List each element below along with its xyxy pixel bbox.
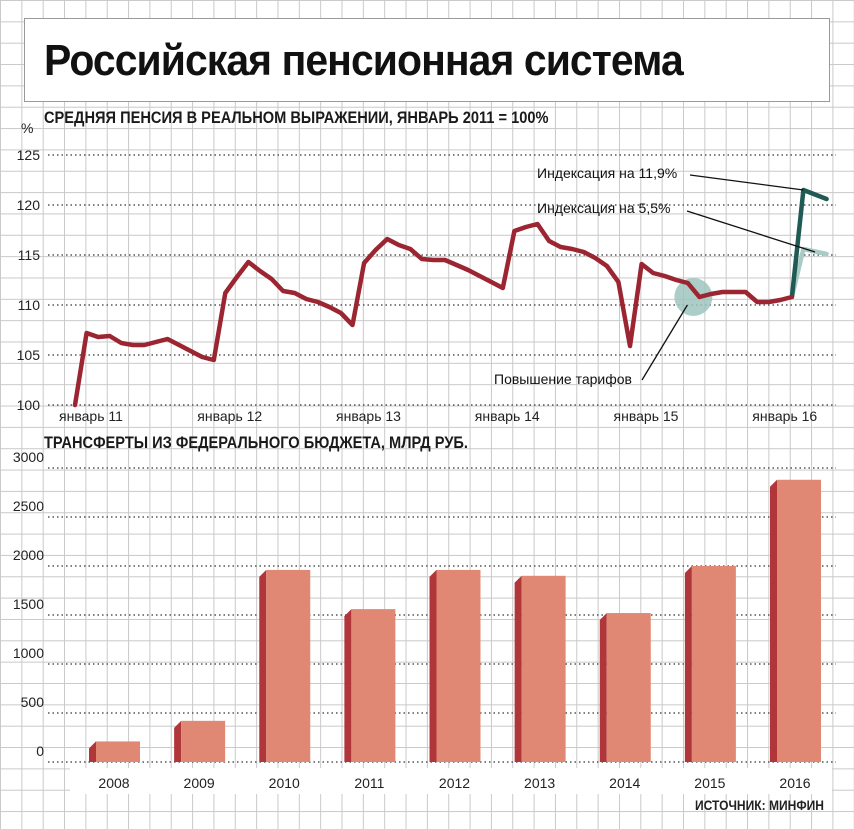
annotation-tariff-increase: Повышение тарифов bbox=[494, 371, 632, 387]
bar-2009 bbox=[181, 720, 226, 762]
line-chart-xtick-label: январь 15 bbox=[614, 408, 679, 424]
annotation-indexation-11-9: Индексация на 11,9% bbox=[537, 165, 677, 181]
line-chart-ylabel: % bbox=[21, 120, 33, 136]
pension-line-chart: 100 105 110 115 120 125% январь 11 январь 12 янв… bbox=[17, 120, 836, 424]
bar-chart-category-label: 2008 bbox=[98, 775, 129, 791]
line-chart-ytick-label: 120 bbox=[17, 197, 41, 213]
line-chart-ytick-label: 110 bbox=[18, 297, 41, 313]
line-chart-xtick-label: январь 14 bbox=[475, 408, 540, 424]
line-chart-xtick-label: январь 11 bbox=[59, 408, 123, 424]
annotation-leader-line bbox=[641, 304, 688, 381]
bar-chart-category-label: 2010 bbox=[269, 775, 300, 791]
line-chart-xtick-label: январь 12 bbox=[197, 408, 262, 424]
bar-chart-category-label: 2011 bbox=[354, 775, 384, 791]
bar-chart-category-label: 2013 bbox=[524, 775, 555, 791]
bar-side-face bbox=[174, 720, 182, 762]
line-chart-ytick-label: 100 bbox=[17, 397, 41, 413]
bar-chart-title: ТРАНСФЕРТЫ ИЗ ФЕДЕРАЛЬНОГО БЮДЖЕТА, МЛРД… bbox=[44, 433, 468, 452]
bar-chart-ytick-label: 0 bbox=[36, 743, 44, 759]
bar-chart-ytick-label: 1500 bbox=[13, 596, 44, 612]
bar-chart-category-label: 2009 bbox=[184, 775, 215, 791]
bar-chart-ytick-label: 1000 bbox=[13, 645, 44, 661]
source-note: ИСТОЧНИК: МИНФИН bbox=[695, 797, 824, 813]
bar-2014 bbox=[606, 613, 651, 762]
annotation-leader-line bbox=[686, 210, 816, 253]
bar-chart-axis-band bbox=[70, 768, 832, 794]
bar-chart-ytick-label: 2000 bbox=[13, 547, 44, 563]
bar-chart-category-label: 2012 bbox=[439, 775, 470, 791]
bar-chart-category-label: 2016 bbox=[779, 775, 810, 791]
annotation-leader-line bbox=[689, 174, 804, 191]
bar-chart-category-label: 2015 bbox=[694, 775, 725, 791]
tariff-highlight-circle bbox=[674, 278, 713, 316]
bar-side-face bbox=[599, 613, 607, 762]
bar-chart-category-label: 2014 bbox=[609, 775, 640, 791]
bar-chart-ytick-label: 3000 bbox=[13, 449, 44, 465]
bar-side-face bbox=[770, 479, 777, 762]
bar-2010 bbox=[266, 569, 311, 762]
line-chart-ytick-label: 125 bbox=[17, 147, 41, 163]
bar-side-face bbox=[514, 575, 522, 762]
bar-chart-ytick-label: 2500 bbox=[13, 498, 44, 514]
annotation-indexation-5-5: Индексация на 5,5% bbox=[537, 200, 670, 216]
line-chart-ytick-label: 105 bbox=[17, 347, 41, 363]
line-chart-ytick-label: 115 bbox=[18, 247, 41, 263]
page-title: Российская пенсионная система bbox=[44, 36, 684, 85]
bar-2016 bbox=[777, 479, 821, 762]
title-band bbox=[24, 18, 830, 102]
bar-2015 bbox=[691, 566, 736, 762]
bar-2008 bbox=[96, 741, 140, 762]
bar-side-face bbox=[684, 566, 692, 762]
bar-2011 bbox=[351, 609, 396, 762]
bar-side-face bbox=[259, 569, 267, 762]
bar-side-face bbox=[344, 609, 352, 762]
bar-side-face bbox=[89, 741, 96, 762]
line-chart-xtick-label: январь 13 bbox=[336, 408, 401, 424]
bar-2012 bbox=[436, 569, 481, 762]
bar-chart-ytick-label: 500 bbox=[21, 694, 45, 710]
pension-series-line bbox=[72, 221, 795, 408]
line-chart-xtick-label: январь 16 bbox=[752, 408, 817, 424]
bar-side-face bbox=[429, 569, 437, 762]
line-chart-title: СРЕДНЯЯ ПЕНСИЯ В РЕАЛЬНОМ ВЫРАЖЕНИИ, ЯНВ… bbox=[44, 108, 549, 127]
bar-2013 bbox=[521, 575, 566, 762]
